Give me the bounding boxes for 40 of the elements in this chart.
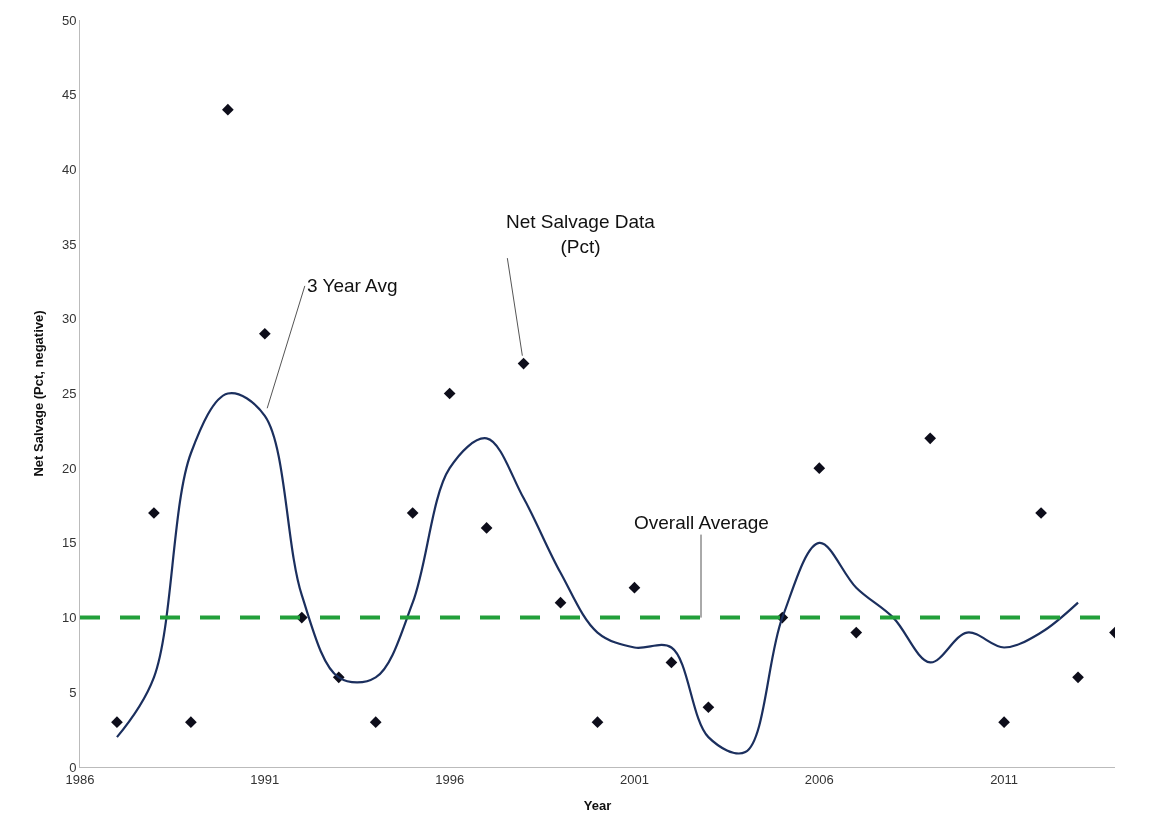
x-tick-label: 2001 bbox=[620, 771, 649, 787]
x-tick-label: 2011 bbox=[990, 771, 1019, 787]
point bbox=[628, 581, 641, 594]
point bbox=[369, 716, 382, 729]
point bbox=[517, 357, 530, 370]
x-tick-label: 2006 bbox=[804, 771, 834, 787]
point bbox=[480, 522, 493, 534]
line-series bbox=[115, 392, 1080, 755]
point bbox=[924, 432, 937, 445]
x-axis-title: Year bbox=[583, 798, 612, 814]
point bbox=[443, 387, 456, 400]
y-axis-title: Net Salvage (Pct, negative) bbox=[30, 310, 46, 477]
point bbox=[591, 716, 604, 729]
point bbox=[1072, 671, 1084, 684]
y-tick-label: 15 bbox=[61, 535, 77, 551]
point bbox=[998, 716, 1010, 729]
point bbox=[665, 656, 678, 669]
point bbox=[554, 596, 567, 609]
y-tick-label: 10 bbox=[61, 610, 77, 626]
y-tick-label: 40 bbox=[61, 161, 77, 177]
ref-line-label: Overall Average bbox=[634, 512, 769, 533]
x-tick-label: 1996 bbox=[435, 771, 465, 787]
y-tick-label: 50 bbox=[61, 12, 77, 28]
point bbox=[258, 327, 271, 340]
annotation: 3 Year Avg bbox=[307, 275, 398, 296]
annotation: Net Salvage Data (Pct) bbox=[506, 211, 656, 257]
y-tick-label: 5 bbox=[69, 684, 77, 700]
point bbox=[813, 462, 826, 475]
y-tick-label: 45 bbox=[61, 87, 77, 103]
point bbox=[222, 103, 234, 116]
y-tick-label: 25 bbox=[61, 386, 77, 402]
point bbox=[702, 701, 715, 714]
y-tick-label: 20 bbox=[61, 460, 77, 476]
point bbox=[850, 626, 863, 639]
point bbox=[185, 716, 197, 729]
point bbox=[406, 507, 419, 519]
y-tick-label: 30 bbox=[61, 311, 77, 327]
point bbox=[111, 716, 123, 729]
x-tick-label: 1991 bbox=[250, 771, 280, 787]
y-tick-label: 35 bbox=[61, 236, 77, 252]
